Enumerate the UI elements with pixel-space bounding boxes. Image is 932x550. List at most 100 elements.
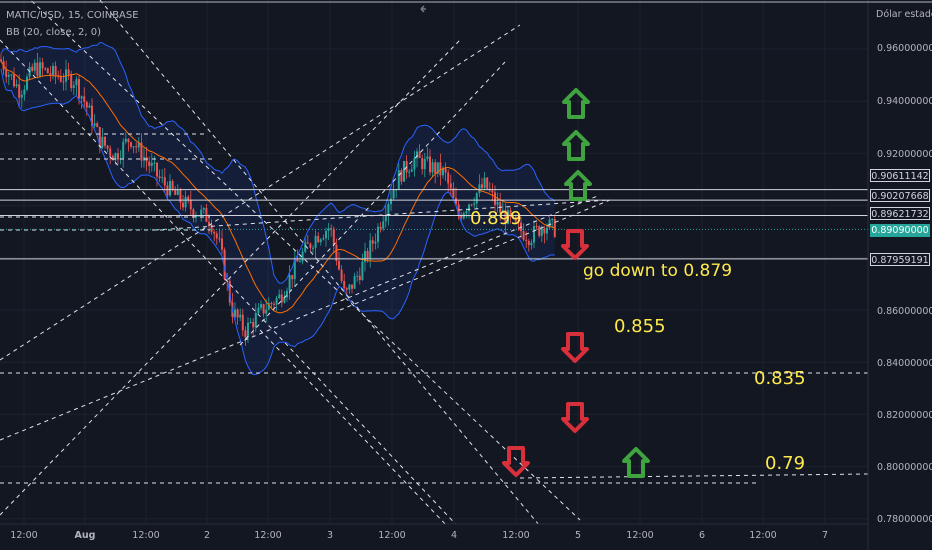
candle-body	[364, 251, 366, 262]
candle-body	[444, 168, 447, 173]
candle-body	[442, 168, 444, 176]
y-tick: 0.86000000	[877, 306, 932, 317]
candle-body	[249, 321, 252, 323]
candle-body	[436, 162, 439, 174]
up-arrow-icon	[622, 447, 650, 478]
candle-body	[390, 198, 392, 205]
scroll-back-icon[interactable]	[420, 5, 426, 13]
x-tick: 4	[450, 530, 458, 541]
x-tick: 6	[698, 530, 706, 541]
candle-body	[93, 123, 96, 126]
candle-body	[309, 243, 312, 248]
candle-body	[291, 275, 294, 280]
candle-body	[514, 216, 517, 222]
candle-body	[117, 153, 119, 160]
candle-body	[174, 189, 177, 195]
candle-body	[132, 146, 135, 148]
candle-body	[156, 162, 158, 177]
down-arrow-icon	[561, 229, 589, 260]
candle-body	[182, 202, 184, 208]
trendline	[0, 39, 461, 516]
candle-body	[213, 231, 216, 234]
candle-body	[44, 68, 47, 70]
candle-body	[540, 228, 543, 236]
candle-body	[335, 244, 338, 262]
candle-body	[527, 240, 530, 246]
bollinger-band-fill	[1, 42, 555, 375]
candle-body	[494, 192, 496, 205]
candle-body	[163, 177, 166, 186]
candle-body	[491, 190, 494, 193]
candle-body	[241, 314, 244, 331]
bollinger-upper-band	[0, 41, 556, 284]
candle-body	[408, 171, 411, 173]
annotation-go-down: go down to 0.879	[583, 261, 733, 281]
candle-body	[546, 227, 548, 234]
candle-body	[67, 69, 70, 75]
candle-body	[434, 162, 437, 174]
candle-body	[374, 241, 377, 244]
up-arrow-icon	[562, 130, 590, 161]
annotation-0899: 0.899	[470, 208, 522, 229]
candle-body	[306, 242, 309, 244]
candle-body	[475, 193, 478, 204]
candle-body	[465, 211, 468, 214]
candle-body	[369, 240, 372, 259]
dashed-level-line	[519, 473, 868, 479]
candle-body	[392, 190, 395, 199]
candle-body	[221, 238, 223, 250]
candle-body	[382, 221, 385, 229]
candle-body	[83, 96, 86, 102]
candle-body	[101, 136, 104, 148]
y-tick: 0.92000000	[877, 149, 932, 160]
candle-body	[410, 169, 413, 172]
x-tick: 3	[326, 530, 334, 541]
candle-body	[62, 81, 65, 83]
candle-body	[314, 235, 317, 248]
signal-arrows	[502, 88, 650, 478]
candle-body	[509, 210, 512, 217]
candle-body	[260, 304, 262, 308]
candle-body	[377, 226, 379, 242]
price-tag-current: 0.89090000	[870, 224, 930, 237]
candle-body	[18, 84, 21, 98]
candle-body	[205, 208, 208, 222]
candle-body	[431, 162, 434, 173]
candle-body	[239, 314, 242, 318]
candle-body	[187, 196, 190, 201]
trendline	[339, 199, 611, 311]
candle-body	[356, 275, 359, 277]
candle-body	[265, 309, 268, 314]
candle-body	[535, 226, 538, 228]
candle-body	[447, 172, 450, 184]
candle-body	[317, 235, 320, 243]
candle-body	[452, 188, 455, 198]
candle-body	[98, 127, 101, 148]
candle-body	[400, 170, 403, 182]
candle-body	[223, 249, 226, 279]
trendline	[259, 329, 446, 524]
candle-body	[525, 239, 528, 241]
candle-body	[418, 151, 421, 158]
annotation-079: 0.79	[765, 453, 806, 474]
candle-body	[179, 189, 182, 203]
y-tick: 0.94000000	[877, 96, 932, 107]
candle-body	[91, 105, 93, 126]
candle-body	[52, 66, 54, 75]
candle-body	[96, 123, 99, 128]
candle-body	[13, 74, 15, 87]
candle-body	[171, 180, 174, 190]
candle-body	[322, 238, 325, 240]
candle-body	[0, 59, 2, 62]
candle-body	[468, 204, 470, 212]
candle-body	[353, 276, 356, 289]
candle-body	[421, 157, 424, 170]
candle-body	[169, 180, 171, 196]
candle-body	[26, 76, 28, 90]
candle-body	[327, 228, 330, 231]
price-tag-level-1: 0.90611142	[870, 169, 930, 182]
candle-body	[478, 184, 481, 194]
y-tick: 0.78000000	[877, 514, 932, 525]
down-arrow-icon	[561, 402, 589, 433]
